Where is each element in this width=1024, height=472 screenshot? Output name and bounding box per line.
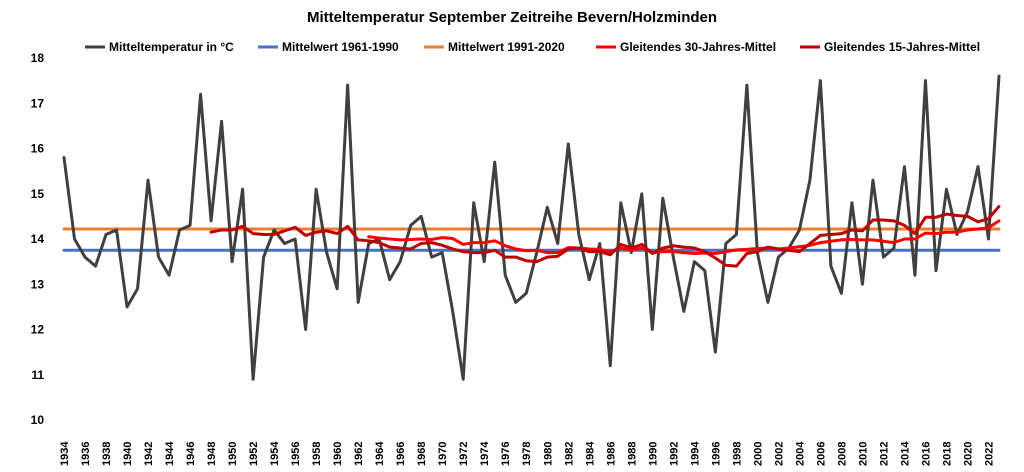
x-tick-label: 2018 bbox=[941, 442, 953, 466]
y-tick-label: 16 bbox=[31, 142, 45, 156]
x-tick-label: 1950 bbox=[227, 442, 239, 466]
x-tick-label: 1946 bbox=[185, 442, 197, 466]
x-tick-label: 1988 bbox=[626, 442, 638, 466]
x-tick-label: 1982 bbox=[563, 442, 575, 466]
x-tick-label: 1948 bbox=[206, 442, 218, 466]
x-tick-label: 1952 bbox=[248, 442, 260, 466]
x-tick-label: 1994 bbox=[689, 441, 701, 466]
x-tick-label: 2020 bbox=[962, 442, 974, 466]
legend-label: Mitteltemperatur in °C bbox=[109, 40, 234, 54]
y-tick-label: 12 bbox=[31, 323, 45, 337]
legend-label: Gleitendes 15-Jahres-Mittel bbox=[824, 40, 980, 54]
series-line-mitteltemperatur-in-c bbox=[62, 74, 1001, 381]
x-tick-label: 1970 bbox=[437, 442, 449, 466]
x-tick-label: 2002 bbox=[773, 442, 785, 466]
x-tick-label: 1934 bbox=[59, 441, 71, 466]
legend-label: Gleitendes 30-Jahres-Mittel bbox=[620, 40, 776, 54]
legend: Mitteltemperatur in °C Mittelwert 1961-19… bbox=[85, 40, 980, 54]
x-tick-label: 1954 bbox=[269, 441, 281, 466]
x-tick-label: 1968 bbox=[416, 442, 428, 466]
x-tick-label: 1986 bbox=[605, 442, 617, 466]
y-tick-label: 10 bbox=[31, 413, 45, 427]
x-tick-label: 1980 bbox=[542, 442, 554, 466]
x-tick-label: 1978 bbox=[521, 442, 533, 466]
y-tick-label: 11 bbox=[31, 368, 44, 382]
x-tick-label: 2010 bbox=[857, 442, 869, 466]
series-line-gleitendes-15-jahres-mittel bbox=[209, 204, 1001, 268]
x-axis: 1934 1936 1938 1940 1942 1944 1946 1948 1950 1952… bbox=[59, 441, 995, 466]
x-tick-label: 1974 bbox=[479, 441, 491, 466]
x-tick-label: 1942 bbox=[143, 442, 155, 466]
x-tick-label: 2008 bbox=[836, 442, 848, 466]
x-tick-label: 1972 bbox=[458, 442, 470, 466]
x-tick-label: 1966 bbox=[395, 442, 407, 466]
y-axis: 10 11 12 13 14 15 16 17 18 bbox=[31, 51, 45, 427]
x-tick-label: 2022 bbox=[983, 442, 995, 466]
x-tick-label: 1944 bbox=[164, 441, 176, 466]
x-tick-label: 1964 bbox=[374, 441, 386, 466]
y-tick-label: 14 bbox=[31, 232, 45, 246]
y-tick-label: 13 bbox=[31, 277, 45, 291]
plot-area bbox=[62, 74, 1001, 381]
x-tick-label: 1938 bbox=[101, 442, 113, 466]
x-tick-label: 1940 bbox=[122, 442, 134, 466]
y-tick-label: 18 bbox=[31, 51, 45, 65]
x-tick-label: 1958 bbox=[311, 442, 323, 466]
x-tick-label: 1996 bbox=[710, 442, 722, 466]
x-tick-label: 2000 bbox=[752, 442, 764, 466]
series-line-gleitendes-30-jahres-mittel bbox=[367, 219, 1001, 255]
y-tick-label: 17 bbox=[31, 96, 45, 110]
x-tick-label: 1984 bbox=[584, 441, 596, 466]
x-tick-label: 2006 bbox=[815, 442, 827, 466]
legend-label: Mittelwert 1991-2020 bbox=[448, 40, 565, 54]
x-tick-label: 1998 bbox=[731, 442, 743, 466]
legend-label: Mittelwert 1961-1990 bbox=[282, 40, 399, 54]
x-tick-label: 1960 bbox=[332, 442, 344, 466]
x-tick-label: 1962 bbox=[353, 442, 365, 466]
x-tick-label: 1992 bbox=[668, 442, 680, 466]
chart-title: Mitteltemperatur September Zeitreihe Bev… bbox=[307, 9, 717, 26]
x-tick-label: 1976 bbox=[500, 442, 512, 466]
x-tick-label: 1956 bbox=[290, 442, 302, 466]
y-tick-label: 15 bbox=[31, 187, 45, 201]
x-tick-label: 1936 bbox=[80, 442, 92, 466]
x-tick-label: 1990 bbox=[647, 442, 659, 466]
x-tick-label: 2016 bbox=[920, 442, 932, 466]
x-tick-label: 2014 bbox=[899, 441, 911, 466]
x-tick-label: 2012 bbox=[878, 442, 890, 466]
x-tick-label: 2004 bbox=[794, 441, 806, 466]
